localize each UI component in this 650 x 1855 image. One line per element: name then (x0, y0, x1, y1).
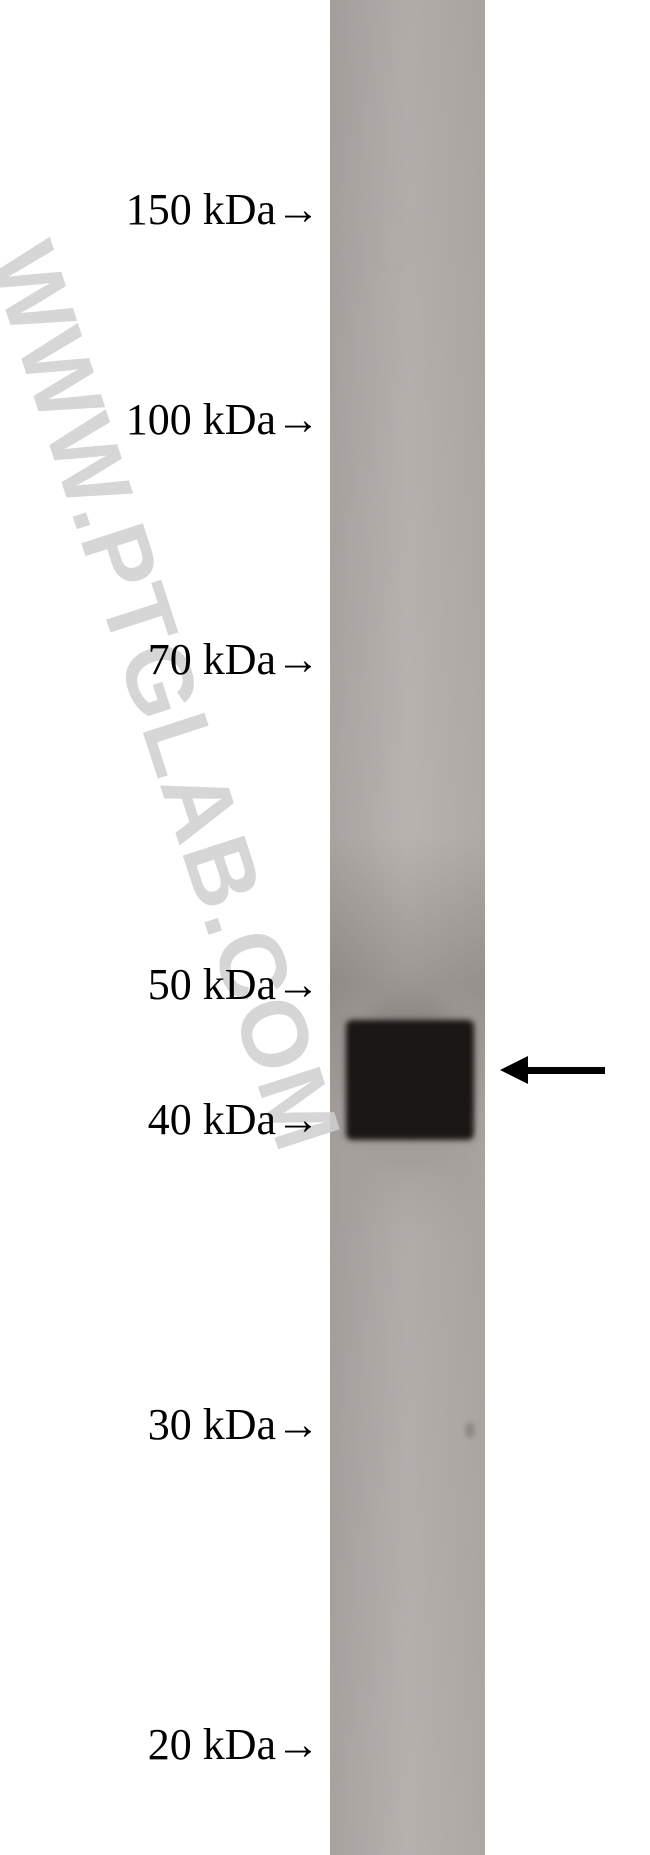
blot-figure: WWW.PTGLAB.COM 150 kDa→100 kDa→70 kDa→50… (0, 0, 650, 1855)
band-pointer-arrow (0, 0, 650, 1855)
band-pointer-arrow-shaft (528, 1067, 605, 1074)
band-pointer-arrow-head (500, 1056, 528, 1084)
